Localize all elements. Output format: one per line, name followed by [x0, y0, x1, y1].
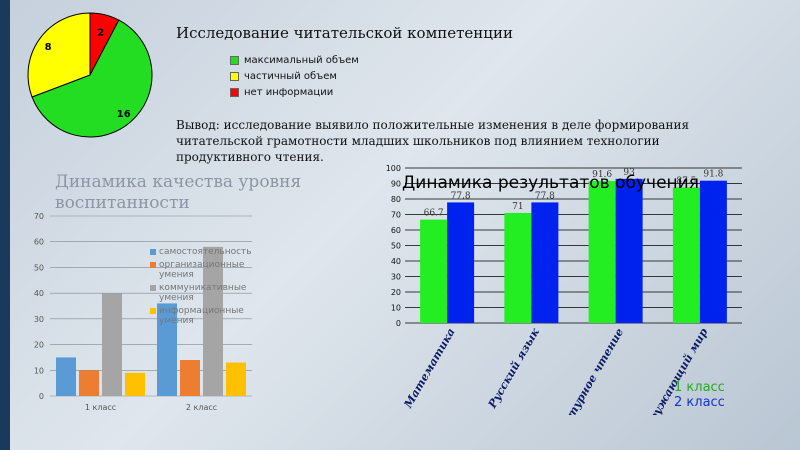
results-bar	[420, 219, 448, 323]
pie-legend-item: максимальный объем	[230, 52, 359, 68]
results-legend: 1 класс 2 класс	[674, 380, 725, 410]
pie-chart: 2 16 8	[25, 10, 155, 140]
pie-slice-label: 8	[45, 42, 52, 53]
results-bar-chart: 0 10 20 30 40 50 60 70 80 90 100 66.7 77.8 Математика…	[386, 164, 742, 415]
results-y-tick-label: 90	[391, 180, 401, 189]
pie-legend-label: частичный объем	[244, 70, 337, 82]
results-value-label: 66.7	[424, 209, 444, 219]
results-legend-item-1: 1 класс	[674, 380, 725, 395]
quality-bar	[102, 293, 122, 396]
quality-x-tick-label: 2 класс	[186, 403, 217, 412]
results-bar	[504, 212, 532, 323]
quality-legend-swatch	[150, 308, 156, 314]
quality-y-tick-label: 10	[34, 366, 44, 375]
quality-y-tick-label: 30	[34, 315, 44, 324]
quality-legend: самостоятельность организационные умения…	[150, 247, 259, 329]
quality-legend-label: коммуникативные умения	[159, 283, 247, 303]
quality-bar	[180, 360, 200, 396]
pie-legend-swatch	[230, 71, 239, 81]
results-y-tick-label: 80	[391, 195, 401, 204]
results-bar	[531, 202, 559, 323]
results-value-label: 71	[512, 202, 523, 212]
results-y-tick-label: 60	[391, 226, 401, 235]
results-y-tick-label: 50	[391, 242, 401, 251]
pie-legend-item: нет информации	[230, 84, 359, 100]
results-x-tick-label: Математика	[401, 326, 458, 411]
results-value-label: 77.8	[535, 191, 555, 201]
quality-y-tick-label: 50	[34, 263, 44, 272]
quality-legend-label: самостоятельность	[159, 247, 252, 257]
conclusion-text: Вывод: исследование выявило положительны…	[176, 118, 690, 164]
research-title: Исследование читательской компетенции	[176, 24, 513, 42]
results-bar	[447, 202, 475, 323]
pie-slice	[27, 12, 91, 98]
quality-bar	[157, 303, 177, 396]
results-chart-title: Динамика результатов обучения	[402, 173, 699, 193]
pie-legend-label: нет информации	[244, 86, 334, 98]
quality-legend-label: организационные умения	[159, 260, 245, 280]
results-bar	[699, 180, 727, 323]
results-x-tick-label: Русский язык	[485, 326, 542, 412]
quality-y-tick-label: 20	[34, 341, 44, 350]
results-value-label: 87.5	[676, 176, 696, 186]
quality-chart-title: Динамика качества уровня воспитанности	[55, 172, 302, 213]
pie-slice-label: 16	[117, 109, 131, 120]
pie-legend: максимальный объем частичный объем нет и…	[230, 52, 359, 100]
left-accent-bar	[0, 0, 10, 450]
quality-legend-label: информационные умения	[159, 306, 244, 326]
results-y-tick-label: 40	[391, 257, 401, 266]
quality-bar	[56, 357, 76, 396]
quality-bar-chart: 0 10 20 30 40 50 60 70 1 класс 2 класс	[34, 212, 252, 412]
results-value-label: 77.8	[451, 191, 471, 201]
pie-legend-item: частичный объем	[230, 68, 359, 84]
results-bar	[672, 187, 700, 323]
quality-legend-item: самостоятельность	[150, 247, 259, 257]
quality-y-tick-label: 70	[34, 212, 44, 221]
quality-legend-swatch	[150, 262, 156, 268]
pie-slice-label: 2	[97, 28, 104, 39]
results-y-tick-label: 100	[386, 164, 401, 173]
quality-bar	[226, 362, 246, 396]
results-y-tick-label: 20	[391, 288, 401, 297]
pie-slice	[31, 19, 153, 138]
pie-legend-swatch	[230, 55, 239, 65]
quality-bar	[79, 370, 99, 396]
pie-legend-swatch	[230, 87, 239, 97]
quality-y-tick-label: 40	[34, 289, 44, 298]
results-value-label: 91.8	[703, 170, 723, 180]
quality-x-tick-label: 1 класс	[85, 403, 116, 412]
quality-legend-item: коммуникативные умения	[150, 283, 259, 303]
quality-bar	[203, 246, 223, 396]
pie-chart-svg: 2 16 8	[27, 12, 153, 138]
quality-legend-swatch	[150, 249, 156, 255]
results-bar	[615, 178, 643, 323]
results-value-label: 91.6	[592, 170, 612, 180]
quality-legend-item: организационные умения	[150, 260, 259, 280]
pie-legend-label: максимальный объем	[244, 54, 359, 66]
quality-y-tick-label: 60	[34, 238, 44, 247]
results-legend-item-2: 2 класс	[674, 395, 725, 410]
results-y-tick-label: 30	[391, 273, 401, 282]
results-x-tick-label: Литературное чтение	[538, 326, 626, 415]
results-value-label: 93	[623, 168, 635, 178]
results-bar	[588, 181, 616, 323]
results-y-tick-label: 10	[391, 304, 401, 313]
quality-legend-swatch	[150, 285, 156, 291]
results-y-tick-label: 70	[391, 211, 401, 220]
results-y-tick-label: 0	[396, 319, 401, 328]
quality-bar	[125, 372, 145, 396]
quality-legend-item: информационные умения	[150, 306, 259, 326]
quality-y-tick-label: 0	[39, 392, 44, 401]
